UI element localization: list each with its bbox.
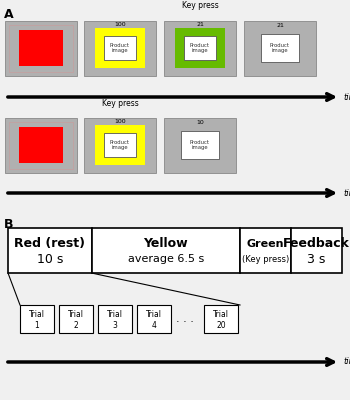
Bar	[9, 24, 73, 72]
Bar	[9, 122, 73, 168]
Text: 100: 100	[114, 22, 126, 27]
Bar	[91, 228, 240, 273]
Text: time: time	[343, 188, 350, 198]
Bar	[20, 305, 54, 333]
Text: 20: 20	[216, 321, 226, 330]
Text: Product
image: Product image	[190, 43, 210, 53]
Text: 4: 4	[152, 321, 156, 330]
Text: time: time	[343, 358, 350, 366]
Text: Yellow: Yellow	[144, 237, 188, 250]
Text: 21: 21	[276, 23, 284, 28]
Text: (Key press): (Key press)	[242, 255, 289, 264]
Bar	[244, 20, 316, 76]
Text: 3: 3	[113, 321, 118, 330]
Bar	[59, 305, 93, 333]
Text: 10: 10	[196, 120, 204, 125]
Text: Key press: Key press	[102, 98, 138, 108]
Bar	[98, 305, 132, 333]
Text: Red (rest): Red (rest)	[14, 237, 85, 250]
Text: Trial: Trial	[213, 310, 229, 319]
Bar	[181, 131, 219, 159]
Bar	[204, 305, 238, 333]
Bar	[19, 30, 63, 66]
Bar	[19, 127, 63, 163]
Text: 2: 2	[74, 321, 78, 330]
Text: 21: 21	[196, 22, 204, 27]
Text: Trial: Trial	[107, 310, 123, 319]
Text: Key press: Key press	[182, 2, 218, 10]
Bar	[84, 118, 156, 172]
Text: 100: 100	[114, 119, 126, 124]
Bar	[164, 118, 236, 172]
Bar	[5, 118, 77, 172]
Text: average 6.5 s: average 6.5 s	[128, 254, 204, 264]
Text: Product
image: Product image	[190, 140, 210, 150]
Text: 10 s: 10 s	[36, 253, 63, 266]
Text: Trial: Trial	[68, 310, 84, 319]
Text: time: time	[343, 92, 350, 102]
Bar	[104, 36, 136, 60]
Text: Product
image: Product image	[270, 43, 290, 53]
Text: Green: Green	[247, 239, 284, 249]
Text: 3 s: 3 s	[307, 253, 326, 266]
Text: Product
image: Product image	[110, 140, 130, 150]
Text: B: B	[4, 218, 14, 231]
Bar	[240, 228, 291, 273]
Bar	[95, 125, 145, 165]
Text: A: A	[4, 8, 14, 21]
Text: 1: 1	[35, 321, 39, 330]
Bar	[137, 305, 171, 333]
Bar	[95, 28, 145, 68]
Bar	[175, 28, 225, 68]
Text: Feedback: Feedback	[283, 237, 350, 250]
Bar	[104, 133, 136, 157]
Bar	[261, 34, 299, 62]
Bar	[164, 20, 236, 76]
Text: Trial: Trial	[146, 310, 162, 319]
Text: Trial: Trial	[29, 310, 45, 319]
Text: Product
image: Product image	[110, 43, 130, 53]
Bar	[8, 228, 91, 273]
Bar	[291, 228, 342, 273]
Bar	[184, 36, 216, 60]
Bar	[84, 20, 156, 76]
Bar	[5, 20, 77, 76]
Text: . . .: . . .	[176, 314, 194, 324]
